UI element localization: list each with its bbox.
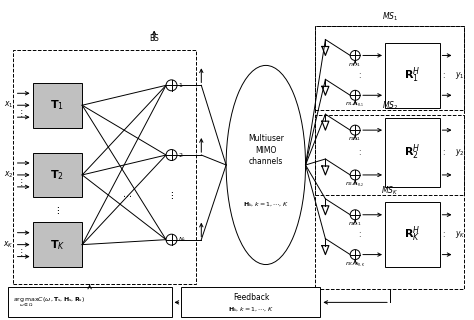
Text: 1: 1 [179, 83, 182, 88]
Text: $\cdots$: $\cdots$ [167, 190, 176, 200]
Text: :: : [358, 71, 361, 80]
Text: $n_{1,N_{R,1}}$: $n_{1,N_{R,1}}$ [346, 101, 365, 109]
Text: $n_{2,1}$: $n_{2,1}$ [348, 136, 362, 143]
Circle shape [350, 250, 360, 260]
Text: $MS_K$: $MS_K$ [381, 184, 399, 197]
Ellipse shape [226, 65, 306, 265]
Bar [385, 202, 439, 267]
Text: $x_1$: $x_1$ [4, 100, 14, 110]
Text: $\mathbf{H}_k,k=1,\cdots,K$: $\mathbf{H}_k,k=1,\cdots,K$ [228, 306, 274, 314]
Circle shape [166, 80, 177, 91]
Text: $\mathbf{T}_1$: $\mathbf{T}_1$ [50, 98, 64, 112]
Text: :: : [443, 230, 445, 239]
Circle shape [350, 125, 360, 135]
Bar [182, 287, 320, 317]
Text: $\vdots$: $\vdots$ [17, 177, 23, 188]
Circle shape [166, 234, 177, 245]
Bar [13, 51, 196, 284]
Text: $\underset{\omega\in\Omega}{\arg\max}C(\omega,\mathbf{T}_s,\mathbf{H}_s,\mathbf{: $\underset{\omega\in\Omega}{\arg\max}C(\… [13, 296, 85, 309]
Text: $\mathbf{R}_K^H$: $\mathbf{R}_K^H$ [404, 225, 420, 244]
Text: $N_t$: $N_t$ [179, 235, 187, 244]
Text: $n_{2,N_{R,2}}$: $n_{2,N_{R,2}}$ [346, 181, 365, 189]
Text: $x_2$: $x_2$ [4, 170, 14, 180]
Bar [385, 118, 439, 188]
Text: $\mathbf{H}_k,k=1,\cdots,K$: $\mathbf{H}_k,k=1,\cdots,K$ [243, 200, 289, 209]
Text: $y_K$: $y_K$ [456, 229, 466, 240]
Text: $n_{1,1}$: $n_{1,1}$ [348, 61, 362, 68]
Text: Multiuser
MIMO
channels: Multiuser MIMO channels [248, 134, 284, 166]
Circle shape [350, 51, 360, 60]
Text: $\cdots$: $\cdots$ [122, 190, 132, 199]
Text: :: : [358, 148, 361, 157]
Text: $\mathbf{R}_2^H$: $\mathbf{R}_2^H$ [404, 143, 420, 162]
Bar [316, 26, 465, 110]
Circle shape [350, 170, 360, 180]
Text: $MS_2$: $MS_2$ [382, 100, 398, 112]
Circle shape [166, 149, 177, 161]
Text: $\cdots$: $\cdots$ [53, 205, 62, 215]
Bar [33, 153, 82, 197]
Text: $n_{K,1}$: $n_{K,1}$ [348, 221, 362, 228]
Text: :: : [358, 230, 361, 239]
Text: $n_{K,N_{R,K}}$: $n_{K,N_{R,K}}$ [345, 260, 365, 268]
Text: :: : [443, 148, 445, 157]
Circle shape [350, 210, 360, 220]
Bar [33, 222, 82, 267]
Text: $\vdots$: $\vdots$ [17, 247, 23, 258]
Bar [33, 83, 82, 128]
Circle shape [350, 90, 360, 100]
Bar [385, 43, 439, 108]
Text: $y_2$: $y_2$ [456, 147, 465, 158]
Bar [316, 115, 465, 195]
Text: $y_1$: $y_1$ [456, 70, 465, 81]
Bar [8, 287, 172, 317]
Text: Feedback: Feedback [233, 293, 269, 302]
Text: :: : [443, 71, 445, 80]
Text: 2: 2 [179, 153, 182, 157]
Bar [316, 26, 465, 289]
Text: BS: BS [149, 34, 159, 43]
Text: $MS_1$: $MS_1$ [382, 10, 398, 23]
Text: $\mathbf{R}_1^H$: $\mathbf{R}_1^H$ [404, 66, 420, 85]
Text: $\mathbf{T}_2$: $\mathbf{T}_2$ [50, 168, 64, 182]
Text: $x_K$: $x_K$ [3, 239, 14, 250]
Text: $\vdots$: $\vdots$ [17, 108, 23, 119]
Text: $\mathbf{T}_K$: $\mathbf{T}_K$ [50, 238, 65, 252]
